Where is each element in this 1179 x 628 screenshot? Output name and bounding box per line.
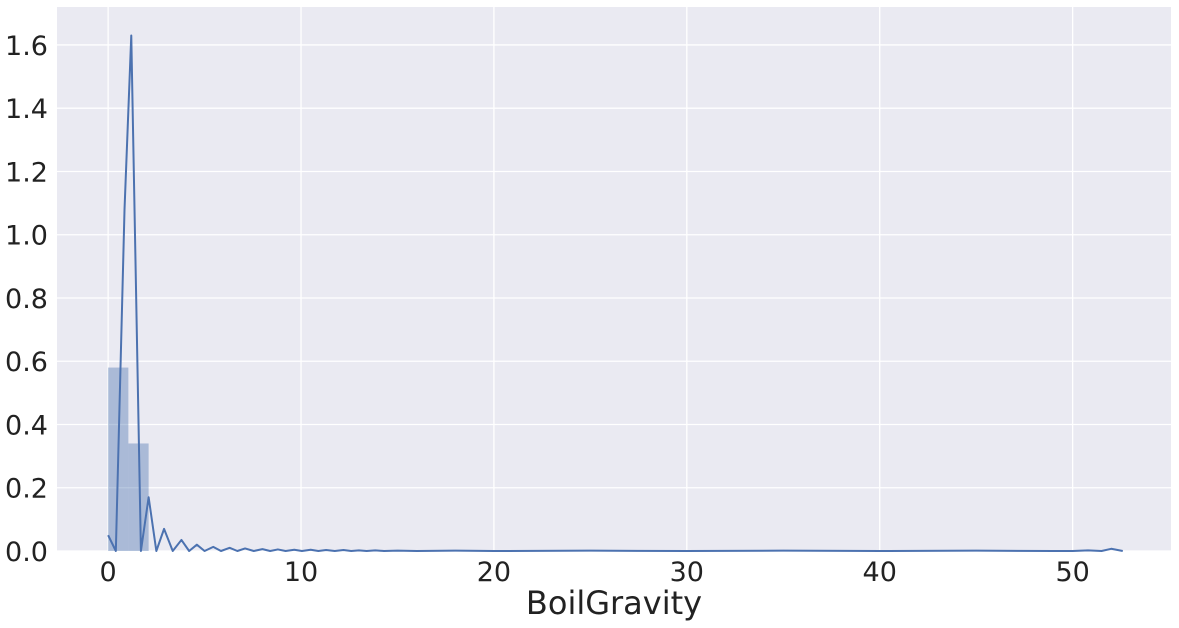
y-tick-label: 0.0	[5, 537, 48, 568]
y-tick-label: 0.2	[5, 474, 48, 505]
y-tick-label: 1.6	[5, 31, 48, 62]
y-axis-ticks: 0.0 0.2 0.4 0.6 0.8 1.0 1.2 1.4 1.6	[5, 31, 48, 568]
density-line	[107, 34, 1123, 552]
histogram-bar	[128, 443, 149, 551]
y-tick-label: 0.4	[5, 410, 48, 441]
grid-lines	[57, 7, 1171, 552]
x-axis-ticks: 0 10 20 30 40 50	[100, 557, 1090, 588]
x-tick-label: 30	[670, 557, 704, 588]
x-tick-label: 50	[1055, 557, 1089, 588]
y-tick-label: 0.8	[5, 284, 48, 315]
plot-background	[57, 7, 1171, 551]
x-tick-label: 20	[477, 557, 511, 588]
y-tick-label: 1.0	[5, 221, 48, 252]
x-axis-label: BoilGravity	[526, 584, 702, 622]
y-tick-label: 1.4	[5, 94, 48, 125]
y-tick-label: 1.2	[5, 157, 48, 188]
x-tick-label: 0	[100, 557, 117, 588]
density-line-group	[107, 34, 1123, 552]
y-tick-label: 0.6	[5, 347, 48, 378]
x-tick-label: 40	[863, 557, 897, 588]
x-tick-label: 10	[284, 557, 318, 588]
